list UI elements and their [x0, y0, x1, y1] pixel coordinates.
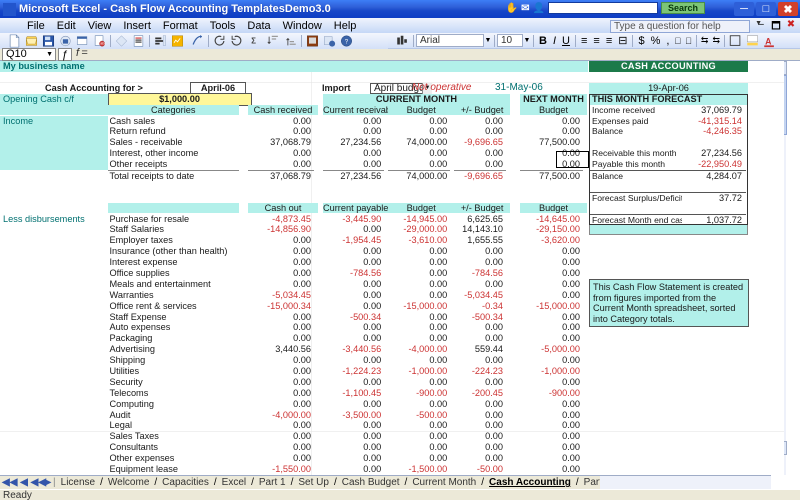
svg-text:?: ? — [345, 39, 349, 46]
svg-text:A: A — [765, 36, 772, 46]
svg-text:abc: abc — [100, 42, 106, 46]
svg-text:Σ: Σ — [251, 37, 256, 46]
